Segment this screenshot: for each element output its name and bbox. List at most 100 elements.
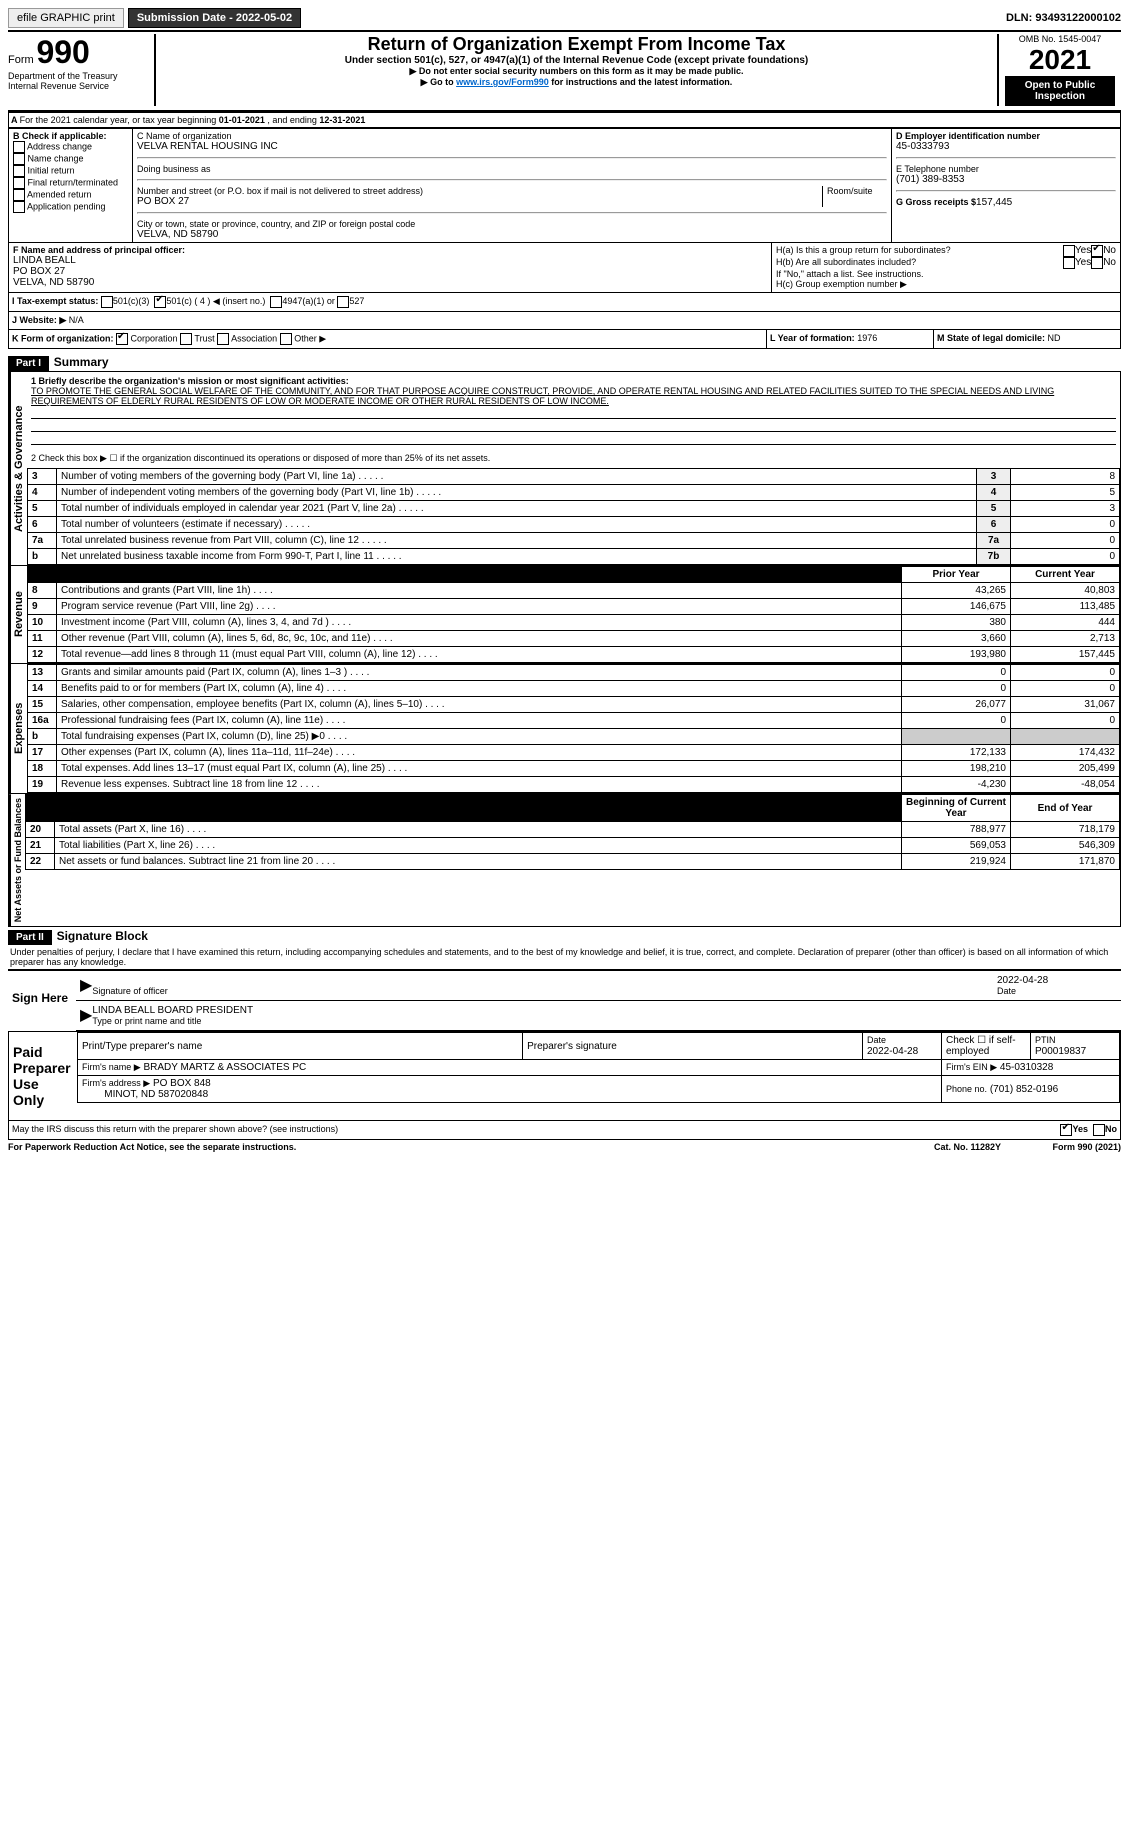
dln: DLN: 93493122000102	[1006, 12, 1121, 24]
part2-header: Part II Signature Block	[8, 929, 1121, 945]
hb-yes[interactable]	[1063, 257, 1075, 269]
cb-trust[interactable]	[180, 333, 192, 345]
hb: H(b) Are all subordinates included?	[776, 257, 1063, 269]
cb-other[interactable]	[280, 333, 292, 345]
checkbox[interactable]	[13, 201, 25, 213]
ph5: PTIN	[1035, 1035, 1056, 1045]
boxg-label: G Gross receipts $	[896, 197, 976, 207]
line2: 2 Check this box ▶ ☐ if the organization…	[31, 453, 1116, 464]
k1: Corporation	[131, 333, 178, 343]
yes-label2: Yes	[1075, 257, 1091, 269]
net-vert: Net Assets or Fund Balances	[9, 794, 25, 926]
dept: Department of the Treasury	[8, 71, 148, 81]
dba-label: Doing business as	[137, 164, 887, 174]
ph3: Date	[867, 1035, 886, 1045]
cb-527[interactable]	[337, 296, 349, 308]
cb-corp[interactable]	[116, 333, 128, 345]
gov-vert: Activities & Governance	[9, 372, 27, 565]
ha-no[interactable]	[1091, 245, 1103, 257]
part2-label: Part II	[8, 930, 52, 945]
city-label: City or town, state or province, country…	[137, 219, 887, 229]
cb-assoc[interactable]	[217, 333, 229, 345]
ha-yes[interactable]	[1063, 245, 1075, 257]
firm-label: Firm's name ▶	[82, 1062, 141, 1072]
sub1: Under section 501(c), 527, or 4947(a)(1)…	[164, 55, 989, 66]
faddr2: MINOT, ND 587020848	[104, 1089, 208, 1100]
period-label: For the 2021 calendar year, or tax year …	[20, 115, 219, 125]
boxm: M State of legal domicile:	[937, 333, 1045, 343]
hb2: If "No," attach a list. See instructions…	[776, 269, 1116, 279]
o3: 4947(a)(1) or	[282, 296, 335, 308]
checkbox[interactable]	[13, 189, 25, 201]
ein-label: Firm's EIN ▶	[946, 1062, 997, 1072]
ptin: P00019837	[1035, 1046, 1086, 1057]
ha: H(a) Is this a group return for subordin…	[776, 245, 1063, 257]
o4: 527	[349, 296, 364, 308]
ph4: Check ☐ if self-employed	[942, 1033, 1031, 1060]
irs-link[interactable]: www.irs.gov/Form990	[456, 77, 549, 87]
sub3-pre: ▶ Go to	[421, 77, 456, 87]
addr: PO BOX 27	[137, 196, 822, 207]
dno: No	[1105, 1124, 1117, 1136]
efile-badge: efile GRAPHIC print	[8, 8, 124, 28]
top-bar: efile GRAPHIC print Submission Date - 20…	[8, 8, 1121, 28]
cb-4947[interactable]	[270, 296, 282, 308]
sign-date: 2022-04-28	[997, 975, 1117, 986]
cb-501c[interactable]	[154, 296, 166, 308]
firm-ein: 45-0310328	[1000, 1062, 1053, 1073]
firm: BRADY MARTZ & ASSOCIATES PC	[143, 1062, 306, 1073]
form-title: Return of Organization Exempt From Incom…	[164, 34, 989, 55]
form-number: 990	[36, 34, 89, 70]
period-begin: 01-01-2021	[219, 115, 265, 125]
irs: Internal Revenue Service	[8, 81, 148, 91]
declaration: Under penalties of perjury, I declare th…	[8, 945, 1121, 971]
boxf-label: F Name and address of principal officer:	[13, 245, 767, 255]
date-label: Date	[997, 986, 1117, 996]
checkbox[interactable]	[13, 177, 25, 189]
expenses-block: Expenses 13Grants and similar amounts pa…	[8, 664, 1121, 794]
boxk-label: K Form of organization:	[12, 333, 114, 343]
year-formed: 1976	[857, 333, 877, 343]
exp-vert: Expenses	[9, 664, 27, 793]
checkb-label: B Check if applicable:	[13, 131, 128, 141]
gross: 157,445	[976, 197, 1012, 208]
revenue-block: Revenue Prior YearCurrent Year8Contribut…	[8, 566, 1121, 664]
klm-row: K Form of organization: Corporation Trus…	[8, 330, 1121, 349]
checkbox[interactable]	[13, 153, 25, 165]
faddr-label: Firm's address ▶	[82, 1078, 150, 1088]
open-public: Open to Public Inspection	[1005, 76, 1115, 106]
k3: Association	[231, 333, 277, 343]
rev-vert: Revenue	[9, 566, 27, 663]
entity-block: B Check if applicable: Address change Na…	[8, 128, 1121, 243]
boxd-label: D Employer identification number	[896, 131, 1116, 141]
hb-no[interactable]	[1091, 257, 1103, 269]
discuss-yes[interactable]	[1060, 1124, 1072, 1136]
room-label: Room/suite	[822, 186, 887, 207]
sign-here: Sign Here	[8, 971, 76, 1031]
period-line: A For the 2021 calendar year, or tax yea…	[8, 112, 1121, 128]
part1-header: Part I Summary	[8, 355, 1121, 371]
ph2: Preparer's signature	[523, 1033, 863, 1060]
footer-mid: Cat. No. 11282Y	[934, 1142, 1001, 1152]
form-header: Form 990 Department of the Treasury Inte…	[8, 34, 1121, 112]
checkbox[interactable]	[13, 141, 25, 153]
footer-left: For Paperwork Reduction Act Notice, see …	[8, 1142, 934, 1152]
rev-table: Prior YearCurrent Year8Contributions and…	[27, 566, 1120, 663]
tax-status-row: I Tax-exempt status: 501(c)(3) 501(c) ( …	[8, 293, 1121, 312]
fphone-label: Phone no.	[946, 1084, 987, 1094]
cb-501c3[interactable]	[101, 296, 113, 308]
checkbox[interactable]	[13, 165, 25, 177]
phone: (701) 389-8353	[896, 174, 1116, 185]
boxi-label: I Tax-exempt status:	[12, 296, 98, 308]
org-name: VELVA RENTAL HOUSING INC	[137, 141, 887, 152]
part2-title: Signature Block	[55, 927, 150, 945]
period-end: 12-31-2021	[319, 115, 365, 125]
discuss-no[interactable]	[1093, 1124, 1105, 1136]
omb: OMB No. 1545-0047	[1005, 34, 1115, 44]
domicile: ND	[1048, 333, 1061, 343]
boxj-label: J Website: ▶	[12, 315, 66, 326]
website: N/A	[69, 315, 84, 326]
officer-block: F Name and address of principal officer:…	[8, 243, 1121, 293]
website-row: J Website: ▶ N/A	[8, 312, 1121, 330]
addr-label: Number and street (or P.O. box if mail i…	[137, 186, 822, 196]
